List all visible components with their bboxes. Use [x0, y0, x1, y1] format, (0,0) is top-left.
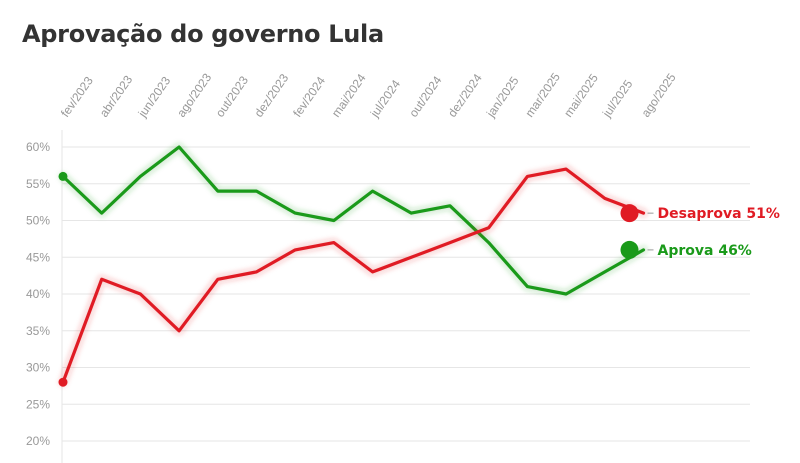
x-tick-label: mai/2025 — [561, 71, 601, 120]
grid-lines — [61, 130, 750, 463]
y-tick-label: 60% — [26, 140, 50, 154]
y-tick-label: 30% — [26, 361, 50, 375]
x-tick-label: dez/2024 — [445, 71, 485, 120]
series-lines — [58, 142, 648, 387]
x-tick-label: mai/2024 — [329, 71, 369, 120]
y-tick-label: 40% — [26, 287, 50, 301]
y-axis-ticks: 20% 25% 30% 35% 40% 45% 50% 55% 60% — [26, 140, 50, 448]
series-line-desaprova — [61, 167, 646, 384]
x-tick-label: out/2023 — [213, 73, 251, 120]
series-start-point-aprova — [58, 171, 68, 181]
series-end-point-desaprova — [620, 204, 639, 223]
x-tick-label: abr/2023 — [97, 73, 136, 120]
y-tick-label: 35% — [26, 324, 50, 338]
y-tick-label: 50% — [26, 214, 50, 228]
y-tick-label: 45% — [26, 250, 50, 264]
chart-title: Aprovação do governo Lula — [22, 20, 384, 48]
x-tick-label: jun/2023 — [135, 74, 174, 121]
x-tick-label: jul/2025 — [599, 77, 635, 121]
x-tick-label: ago/2025 — [638, 70, 678, 119]
x-tick-label: fev/2023 — [58, 74, 96, 120]
end-label-aprova: Aprova 46% — [658, 243, 752, 259]
series-end-point-aprova — [620, 240, 639, 259]
x-tick-label: ago/2023 — [174, 70, 214, 119]
end-label-desaprova: Desaprova 51% — [658, 206, 780, 222]
series-start-point-desaprova — [58, 377, 68, 387]
x-tick-label: jul/2024 — [367, 77, 403, 121]
x-tick-label: mar/2025 — [522, 70, 563, 120]
x-tick-label: jan/2025 — [483, 74, 522, 121]
end-labels: Aprova 46% Desaprova 51% — [647, 206, 780, 259]
x-tick-label: dez/2023 — [251, 71, 291, 120]
y-tick-label: 20% — [26, 434, 50, 448]
y-tick-label: 55% — [26, 177, 50, 191]
x-tick-label: fev/2024 — [290, 74, 328, 120]
x-tick-label: out/2024 — [406, 73, 444, 120]
series-line-aprova — [61, 145, 646, 296]
y-tick-label: 25% — [26, 397, 50, 411]
x-axis-ticks: fev/2023 abr/2023 jun/2023 ago/2023out/2023… — [58, 70, 679, 121]
